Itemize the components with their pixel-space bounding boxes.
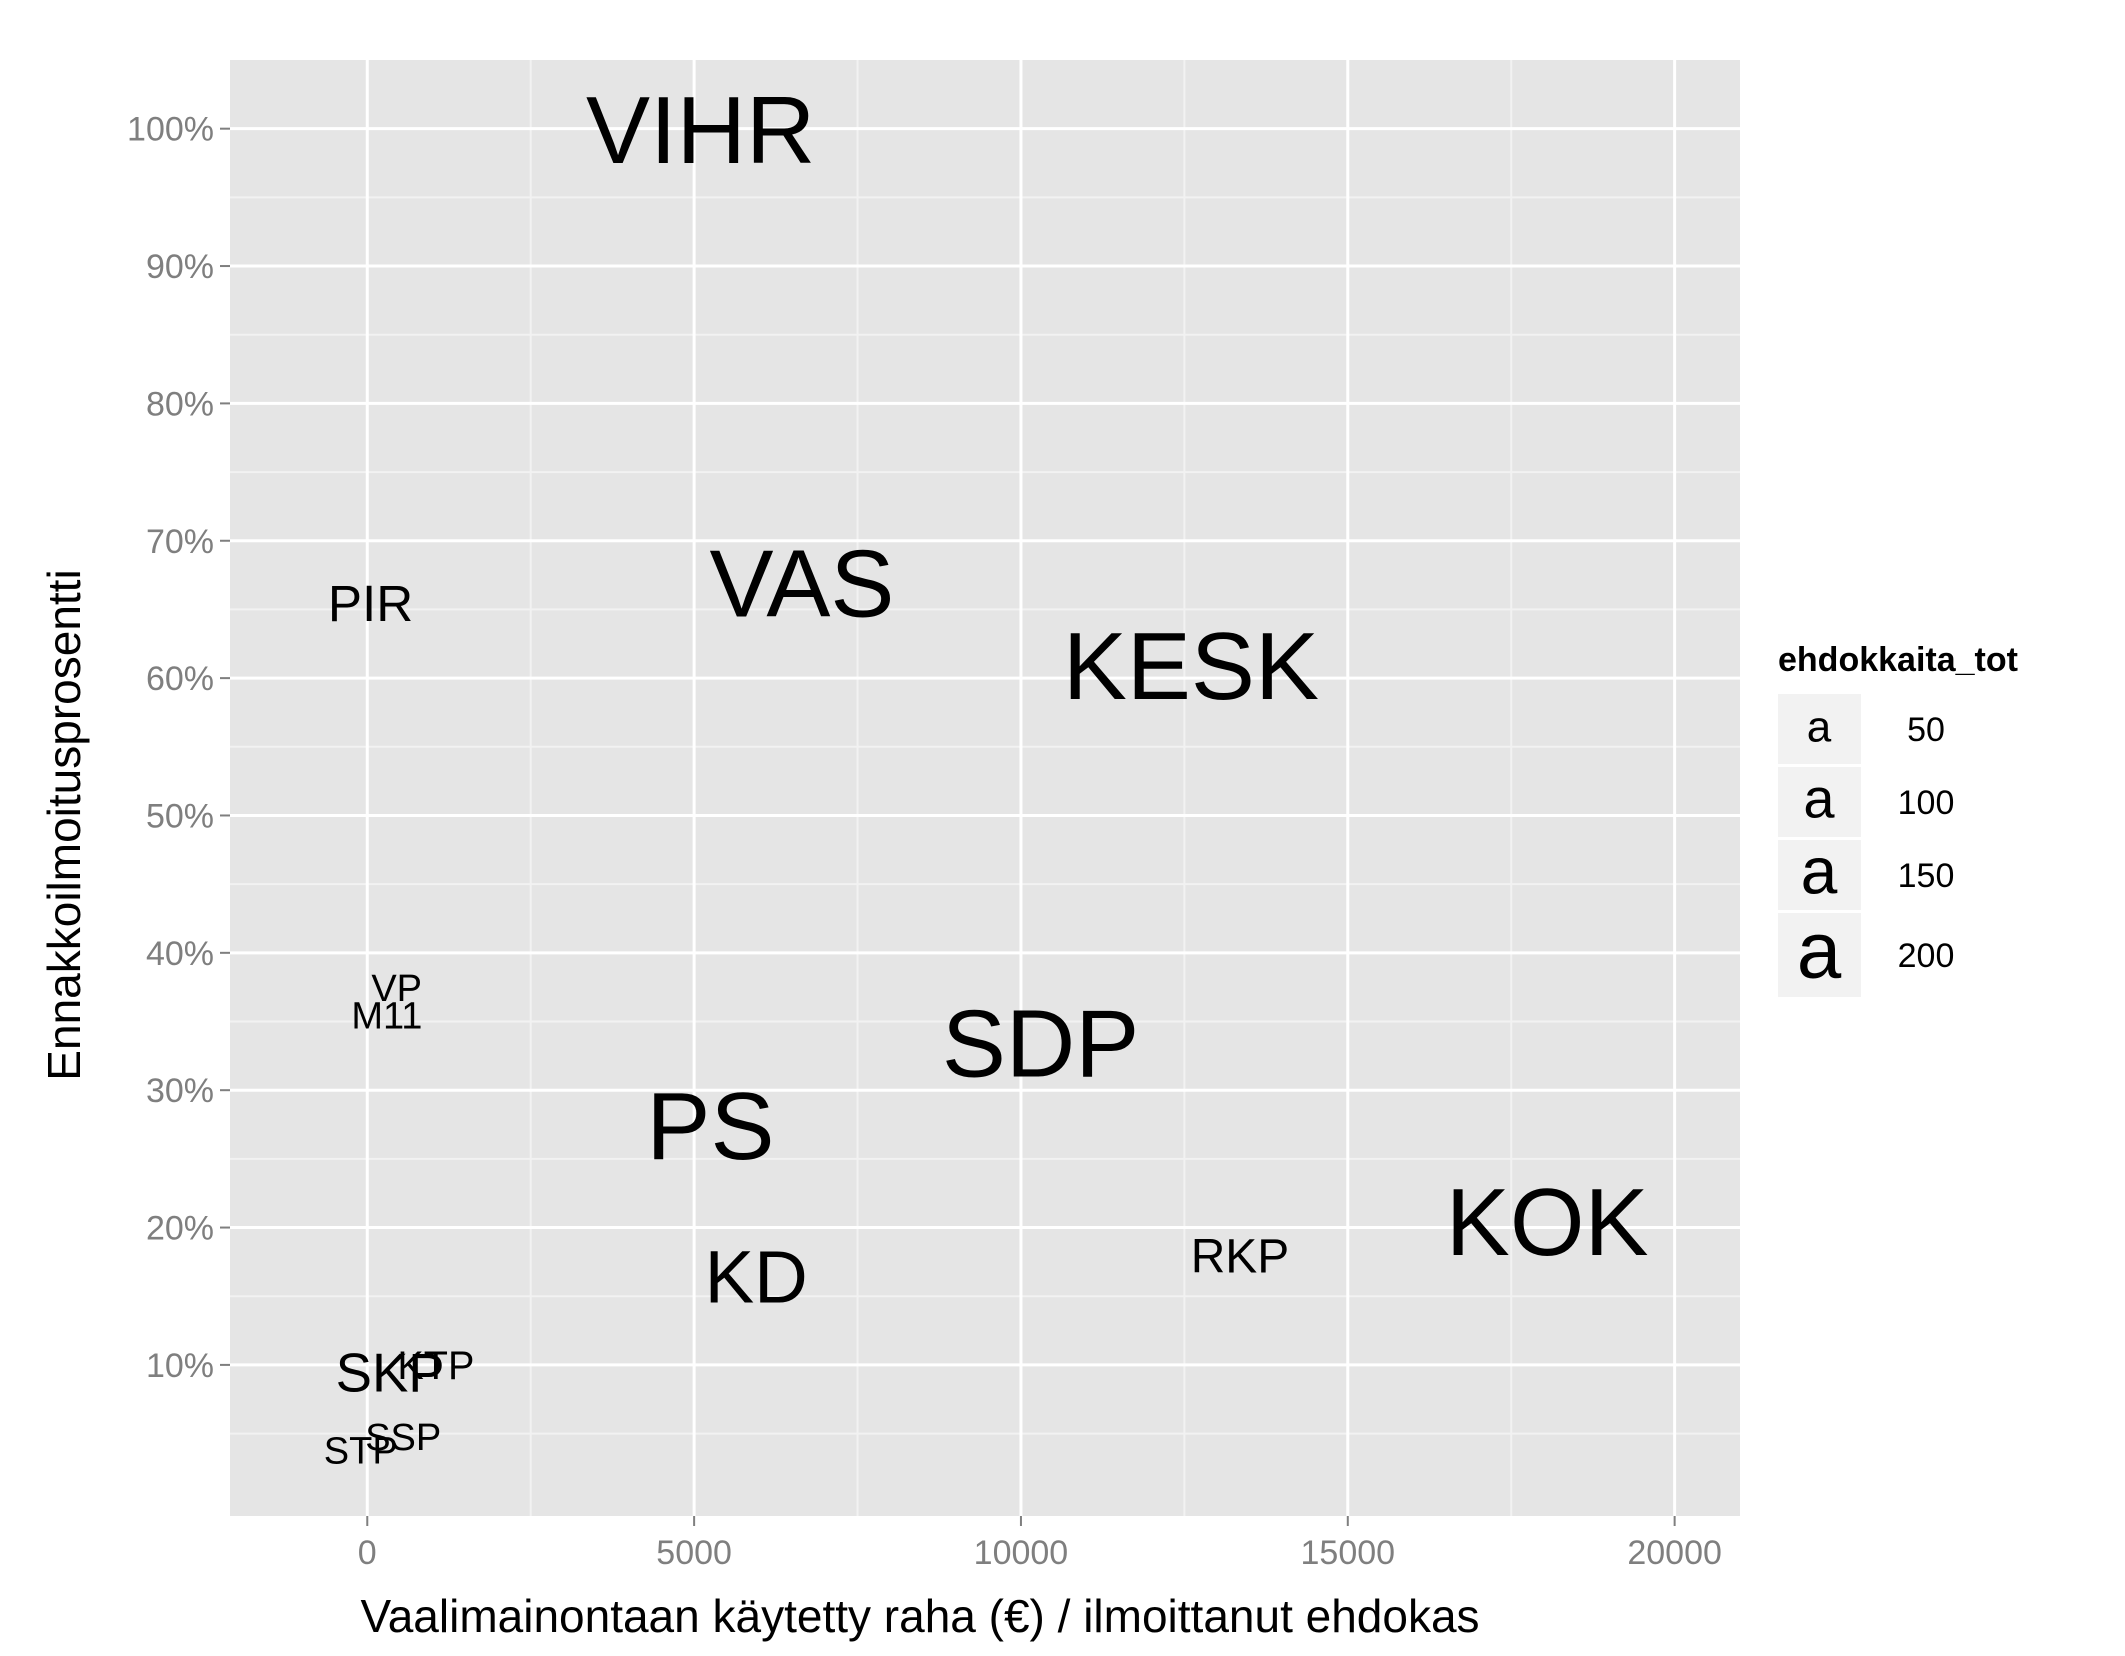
y-axis-ticks: 10% 20% 30% 40% 50% 60% 70% 80% 90% 100%	[127, 111, 230, 1385]
party-label-rkp: RKP	[1191, 1230, 1289, 1283]
legend-key-box	[1778, 840, 1861, 910]
y-tick-label: 60%	[146, 660, 214, 698]
legend-key-glyph: a	[1803, 767, 1835, 830]
party-label-skp: SKP	[336, 1342, 445, 1403]
major-gridlines	[230, 60, 1740, 1516]
legend-key-box	[1778, 694, 1861, 764]
x-tick-label: 0	[358, 1534, 377, 1572]
legend-entries: a 50 a 100 a 150 a 200	[1778, 694, 1954, 997]
minor-gridlines	[230, 60, 1740, 1516]
legend-key-box	[1778, 767, 1861, 837]
party-label-vas: VAS	[709, 531, 894, 638]
plot-panel	[230, 60, 1740, 1516]
y-tick-label: 80%	[146, 385, 214, 423]
party-label-pir: PIR	[328, 575, 413, 632]
x-tick-label: 20000	[1627, 1534, 1722, 1572]
x-tick-label: 10000	[974, 1534, 1069, 1572]
party-label-ktp: KTP	[397, 1344, 474, 1388]
x-tick-label: 15000	[1301, 1534, 1396, 1572]
x-axis-title: Vaalimainontaan käytetty raha (€) / ilmo…	[360, 1590, 1479, 1642]
legend-entry-label: 200	[1898, 937, 1955, 975]
y-axis-title: Ennakkoilmoitusprosentti	[38, 569, 90, 1080]
party-label-vp: VP	[371, 968, 422, 1010]
legend-key-glyph: a	[1801, 833, 1838, 907]
legend-key-box	[1778, 913, 1861, 997]
legend-key-glyph: a	[1797, 905, 1842, 994]
party-label-sdp: SDP	[942, 991, 1139, 1098]
x-tick-label: 5000	[656, 1534, 732, 1572]
y-tick-label: 30%	[146, 1072, 214, 1110]
y-tick-label: 10%	[146, 1347, 214, 1385]
y-tick-label: 70%	[146, 523, 214, 561]
legend: ehdokkaita_tot a 50 a 100 a 150 a 200	[1778, 641, 2018, 997]
party-label-m11: M11	[351, 995, 422, 1037]
y-tick-label: 40%	[146, 935, 214, 973]
legend-title: ehdokkaita_tot	[1778, 641, 2018, 679]
party-label-ps: PS	[646, 1073, 774, 1180]
legend-key-glyph: a	[1807, 702, 1832, 751]
y-tick-label: 100%	[127, 111, 214, 149]
legend-entry-label: 50	[1907, 711, 1945, 749]
party-label-ssp: SSP	[365, 1417, 441, 1459]
party-label-kok: KOK	[1446, 1169, 1649, 1276]
party-label-stp: STP	[324, 1431, 398, 1473]
party-label-kd: KD	[705, 1235, 808, 1318]
y-tick-label: 50%	[146, 797, 214, 835]
legend-entry-label: 150	[1898, 857, 1955, 895]
y-tick-label: 20%	[146, 1210, 214, 1248]
party-label-kesk: KESK	[1063, 613, 1319, 720]
y-tick-label: 90%	[146, 248, 214, 286]
legend-entry-label: 100	[1898, 784, 1955, 822]
party-label-vihr: VIHR	[586, 77, 815, 184]
x-axis-ticks: 0 5000 10000 15000 20000	[358, 1516, 1722, 1572]
